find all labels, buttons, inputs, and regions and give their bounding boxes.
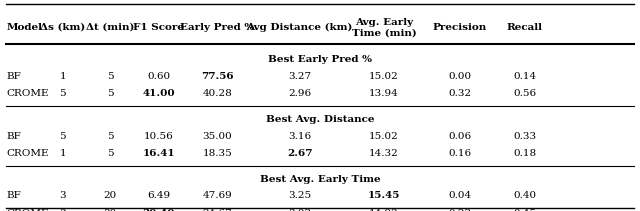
- Text: Avg. Early
Time (min): Avg. Early Time (min): [351, 18, 417, 37]
- Text: 3.27: 3.27: [288, 72, 311, 81]
- Text: 24.67: 24.67: [203, 209, 232, 211]
- Text: 77.56: 77.56: [202, 72, 234, 81]
- Text: 0.14: 0.14: [513, 72, 536, 81]
- Text: 0.40: 0.40: [513, 191, 536, 200]
- Text: 0.33: 0.33: [513, 132, 536, 141]
- Text: 3.25: 3.25: [288, 191, 311, 200]
- Text: Best Avg. Distance: Best Avg. Distance: [266, 115, 374, 124]
- Text: 40.28: 40.28: [203, 89, 232, 98]
- Text: Best Early Pred %: Best Early Pred %: [268, 55, 372, 64]
- Text: 1: 1: [60, 72, 66, 81]
- Text: 18.35: 18.35: [203, 149, 232, 158]
- Text: Δs (km): Δs (km): [40, 23, 85, 32]
- Text: 3.03: 3.03: [288, 209, 311, 211]
- Text: 47.69: 47.69: [203, 191, 232, 200]
- Text: F1 Score: F1 Score: [133, 23, 184, 32]
- Text: Best Avg. Early Time: Best Avg. Early Time: [260, 175, 380, 184]
- Text: 30: 30: [104, 209, 116, 211]
- Text: 30.40: 30.40: [143, 209, 175, 211]
- Text: 16.41: 16.41: [143, 149, 175, 158]
- Text: 6.49: 6.49: [147, 191, 170, 200]
- Text: Early Pred %: Early Pred %: [180, 23, 255, 32]
- Text: 0.56: 0.56: [513, 89, 536, 98]
- Text: 0.32: 0.32: [448, 89, 471, 98]
- Text: 13.94: 13.94: [369, 89, 399, 98]
- Text: 14.92: 14.92: [369, 209, 399, 211]
- Text: 15.02: 15.02: [369, 72, 399, 81]
- Text: 5: 5: [107, 132, 113, 141]
- Text: 0.04: 0.04: [448, 191, 471, 200]
- Text: 10.56: 10.56: [144, 132, 173, 141]
- Text: Recall: Recall: [507, 23, 543, 32]
- Text: 3: 3: [60, 191, 66, 200]
- Text: 2.96: 2.96: [288, 89, 311, 98]
- Text: 15.02: 15.02: [369, 132, 399, 141]
- Text: 0.45: 0.45: [513, 209, 536, 211]
- Text: 0.60: 0.60: [147, 72, 170, 81]
- Text: Precision: Precision: [433, 23, 486, 32]
- Text: BF: BF: [6, 72, 21, 81]
- Text: Δt (min): Δt (min): [86, 23, 134, 32]
- Text: CROME: CROME: [6, 149, 49, 158]
- Text: CROME: CROME: [6, 89, 49, 98]
- Text: BF: BF: [6, 132, 21, 141]
- Text: 0.23: 0.23: [448, 209, 471, 211]
- Text: 5: 5: [107, 149, 113, 158]
- Text: Model: Model: [6, 23, 42, 32]
- Text: 0.16: 0.16: [448, 149, 471, 158]
- Text: 0.06: 0.06: [448, 132, 471, 141]
- Text: 14.32: 14.32: [369, 149, 399, 158]
- Text: 20: 20: [104, 191, 116, 200]
- Text: 41.00: 41.00: [143, 89, 175, 98]
- Text: BF: BF: [6, 191, 21, 200]
- Text: Avg Distance (km): Avg Distance (km): [246, 23, 353, 32]
- Text: CROME: CROME: [6, 209, 49, 211]
- Text: 5: 5: [60, 89, 66, 98]
- Text: 1: 1: [60, 149, 66, 158]
- Text: 0.00: 0.00: [448, 72, 471, 81]
- Text: 15.45: 15.45: [368, 191, 400, 200]
- Text: 2.67: 2.67: [287, 149, 312, 158]
- Text: 5: 5: [107, 89, 113, 98]
- Text: 35.00: 35.00: [203, 132, 232, 141]
- Text: 5: 5: [107, 72, 113, 81]
- Text: 0.18: 0.18: [513, 149, 536, 158]
- Text: 5: 5: [60, 132, 66, 141]
- Text: 3.16: 3.16: [288, 132, 311, 141]
- Text: 3: 3: [60, 209, 66, 211]
